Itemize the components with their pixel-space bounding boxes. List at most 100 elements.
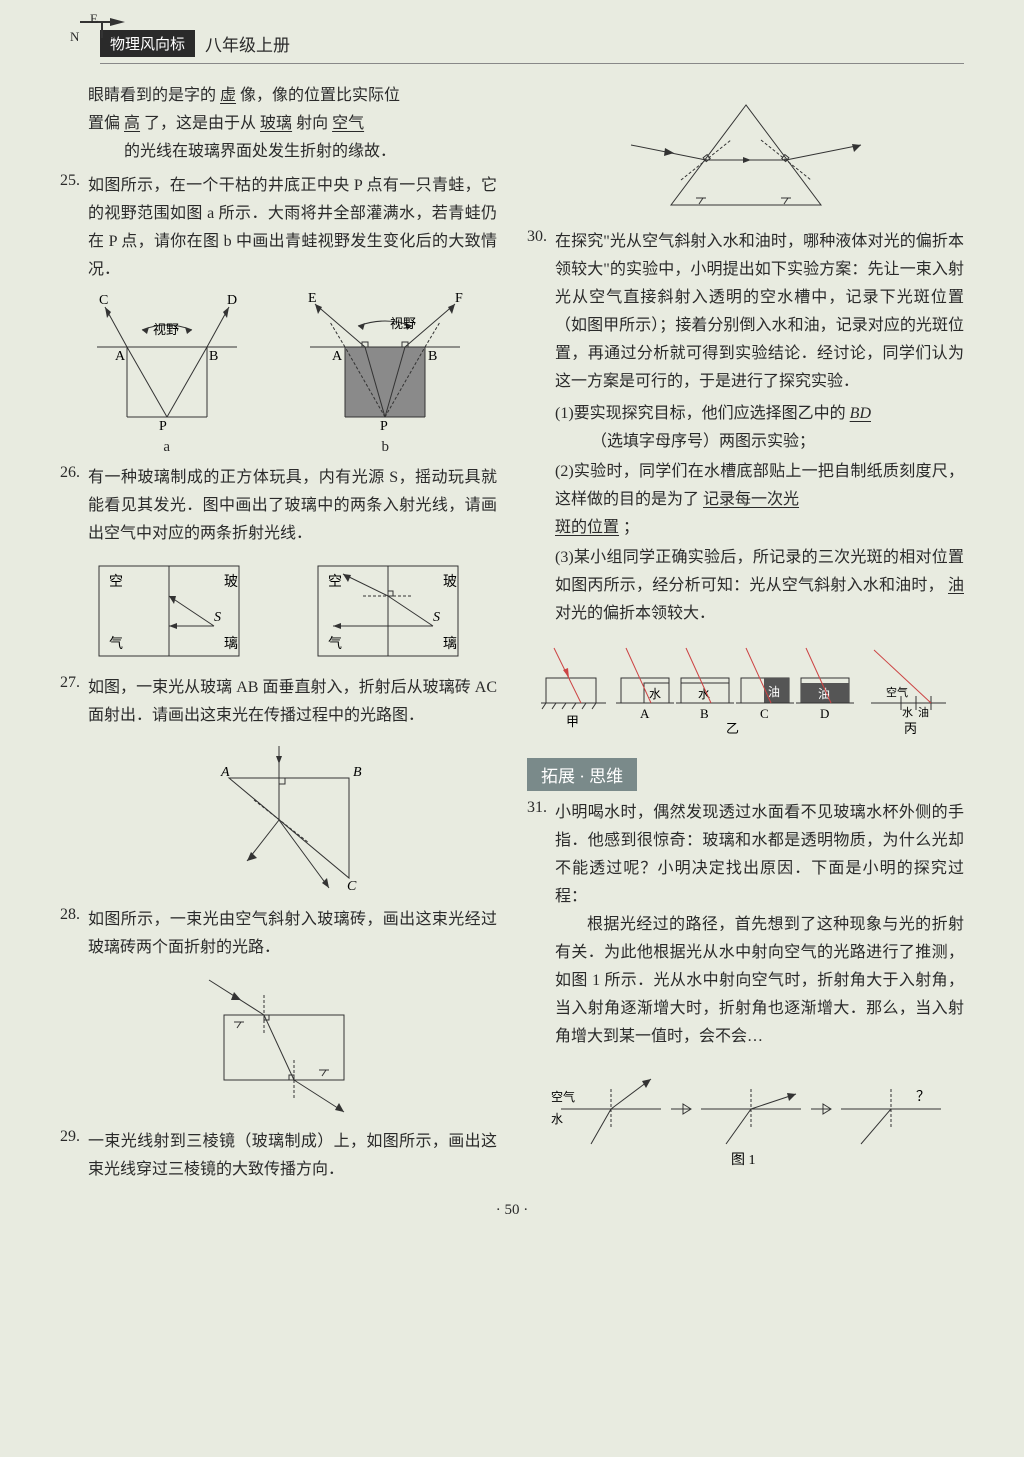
blank-4: 空气 — [332, 115, 364, 132]
svg-text:C: C — [760, 706, 769, 721]
q26-figures: S 空 气 玻 璃 S 空 气 玻 璃 — [60, 556, 497, 666]
q25-label-b: b — [300, 439, 470, 456]
q30-sub1: (1)要实现探究目标，他们应选择图乙中的 BD （选填字母序号）两图示实验； — [527, 400, 964, 456]
grade-label: 八年级上册 — [205, 31, 290, 56]
q28-figure — [60, 970, 497, 1120]
txt: 的光线在玻璃界面处发生折射的缘故． — [124, 143, 396, 160]
lbl-d: D — [227, 293, 237, 308]
svg-text:油: 油 — [818, 687, 830, 701]
page-header: 物理风向标 八年级上册 — [100, 30, 964, 64]
lbl-b: B — [209, 349, 218, 364]
q25-fig-a: C D A B P 视野 — [87, 292, 247, 432]
lbl-b2: B — [428, 349, 437, 364]
txt: 对光的偏折本领较大． — [555, 605, 715, 622]
q25-figures: C D A B P 视野 a — [60, 292, 497, 456]
txt: (1)要实现探究目标，他们应选择图乙中的 — [555, 405, 846, 422]
lbl-a: A — [115, 349, 126, 364]
svg-text:油: 油 — [918, 705, 929, 719]
lbl-c: C — [99, 293, 108, 308]
question-30: 30. 在探究"光从空气斜射入水和油时，哪种液体对光的偏折本领较大"的实验中，小… — [527, 228, 964, 396]
q24-continuation: 眼睛看到的是字的 虚 像，像的位置比实际位 置偏 高 了，这是由于从 玻璃 射向… — [60, 82, 497, 166]
lbl-p: P — [159, 419, 167, 432]
question-27: 27. 如图，一束光从玻璃 AB 面垂直射入，折射后从玻璃砖 AC 面射出．请画… — [60, 674, 497, 730]
lbl-bo: 玻 — [224, 574, 238, 590]
svg-text:水: 水 — [698, 687, 710, 701]
lbl-bo2: 玻 — [443, 574, 457, 590]
txt: 眼睛看到的是字的 — [88, 87, 216, 104]
txt: 像，像的位置比实际位 — [240, 87, 400, 104]
q26-text: 有一种玻璃制成的正方体玩具，内有光源 S，摇动玩具就能看见其发光．图中画出了玻璃… — [88, 464, 497, 548]
q27-text: 如图，一束光从玻璃 AB 面垂直射入，折射后从玻璃砖 AC 面射出．请画出这束光… — [88, 674, 497, 730]
svg-text:油: 油 — [768, 685, 780, 699]
question-29: 29. 一束光线射到三棱镜（玻璃制成）上，如图所示，画出这束光线穿过三棱镜的大致… — [60, 1128, 497, 1184]
q31-num: 31. — [527, 799, 555, 1051]
compass-s: S — [108, 28, 115, 41]
q28-num: 28. — [60, 906, 88, 962]
q30-figures: 甲 水 A 水 B — [527, 638, 964, 738]
lbl-f: F — [455, 292, 463, 306]
lbl-s: S — [214, 610, 221, 625]
q25-fig-b: E F A B P 视野 — [300, 292, 470, 432]
content-columns: 眼睛看到的是字的 虚 像，像的位置比实际位 置偏 高 了，这是由于从 玻璃 射向… — [60, 82, 964, 1188]
lbl-p2: P — [380, 419, 388, 432]
question-25: 25. 如图所示，在一个干枯的井底正中央 P 点有一只青蛙，它的视野范围如图 a… — [60, 172, 497, 284]
lbl-c27: C — [347, 879, 357, 894]
right-column: 30. 在探究"光从空气斜射入水和油时，哪种液体对光的偏折本领较大"的实验中，小… — [527, 82, 964, 1188]
blank-1: 虚 — [220, 87, 236, 104]
svg-text:B: B — [700, 706, 709, 721]
lbl-qi: 气 — [109, 636, 123, 652]
q26-fig-left: S 空 气 玻 璃 — [84, 556, 254, 666]
question-26: 26. 有一种玻璃制成的正方体玩具，内有光源 S，摇动玩具就能看见其发光．图中画… — [60, 464, 497, 548]
compass-e: E — [90, 12, 98, 25]
txt: （选填字母序号）两图示实验； — [591, 433, 815, 450]
q29-text: 一束光线射到三棱镜（玻璃制成）上，如图所示，画出这束光线穿过三棱镜的大致传播方向… — [88, 1128, 497, 1184]
lbl-yi: 乙 — [726, 721, 739, 736]
lbl-a2: A — [332, 349, 343, 364]
txt: 射向 — [296, 115, 328, 132]
q25-num: 25. — [60, 172, 88, 284]
lbl-kong: 空 — [109, 574, 123, 590]
q30-text: 在探究"光从空气斜射入水和油时，哪种液体对光的偏折本领较大"的实验中，小明提出如… — [555, 228, 964, 396]
blank-2: 高 — [124, 115, 140, 132]
q25-text: 如图所示，在一个干枯的井底正中央 P 点有一只青蛙，它的视野范围如图 a 所示．… — [88, 172, 497, 284]
blank-30-2a: 记录每一次光 — [703, 491, 799, 508]
txt: (3)某小组同学正确实验后，所记录的三次光斑的相对位置如图丙所示，经分析可知：光… — [555, 549, 964, 594]
left-column: 眼睛看到的是字的 虚 像，像的位置比实际位 置偏 高 了，这是由于从 玻璃 射向… — [60, 82, 497, 1188]
lbl-s2: S — [433, 610, 440, 625]
svg-text:D: D — [820, 706, 829, 721]
section-header: 拓展 · 思维 — [527, 758, 637, 791]
svg-text:水: 水 — [902, 706, 913, 719]
compass-decoration: N E S — [70, 12, 130, 50]
q31-p2: 根据光经过的路径，首先想到了这种现象与光的折射有关．为此他根据光从水中射向空气的… — [555, 911, 964, 1051]
q30-sub3: (3)某小组同学正确实验后，所记录的三次光斑的相对位置如图丙所示，经分析可知：光… — [527, 544, 964, 628]
page-number: · 50 · — [60, 1202, 964, 1219]
lbl-e: E — [308, 292, 317, 306]
q25-label-a: a — [87, 439, 247, 456]
blank-30-2b: 斑的位置 — [555, 519, 619, 536]
lbl-kong2: 空 — [328, 574, 342, 590]
question-31: 31. 小明喝水时，偶然发现透过水面看不见玻璃水杯外侧的手指．他感到很惊奇：玻璃… — [527, 799, 964, 1051]
txt: ； — [623, 519, 639, 536]
lbl-b27: B — [353, 765, 362, 780]
q26-fig-right: S 空 气 玻 璃 — [303, 556, 473, 666]
lbl-li: 璃 — [224, 635, 238, 652]
q29-figure — [527, 90, 964, 220]
lbl-shiye2: 视野 — [390, 316, 416, 331]
lbl-tu1: 图 1 — [731, 1153, 756, 1168]
q27-num: 27. — [60, 674, 88, 730]
svg-text:空气: 空气 — [551, 1089, 575, 1104]
lbl-jia: 甲 — [566, 714, 579, 729]
svg-text:水: 水 — [551, 1112, 563, 1126]
q26-num: 26. — [60, 464, 88, 548]
svg-text:A: A — [640, 706, 650, 721]
compass-n: N — [70, 30, 79, 43]
blank-30-1: BD — [850, 405, 871, 422]
lbl-bing: 丙 — [904, 721, 917, 736]
svg-text:水: 水 — [649, 687, 661, 701]
lbl-li2: 璃 — [443, 635, 457, 652]
q30-num: 30. — [527, 228, 555, 396]
q31-p1: 小明喝水时，偶然发现透过水面看不见玻璃水杯外侧的手指．他感到很惊奇：玻璃和水都是… — [555, 799, 964, 911]
q27-figure: A B C — [60, 738, 497, 898]
txt: 置偏 — [88, 115, 120, 132]
q29-num: 29. — [60, 1128, 88, 1184]
